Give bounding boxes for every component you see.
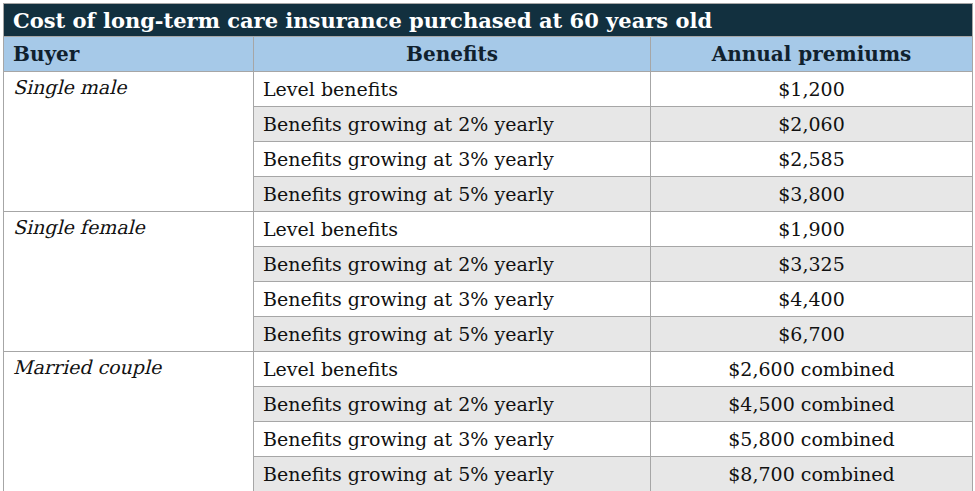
benefit-cell: Benefits growing at 3% yearly xyxy=(254,422,651,457)
benefit-cell: Benefits growing at 2% yearly xyxy=(254,107,651,142)
benefit-cell: Level benefits xyxy=(254,72,651,107)
premium-cell: $1,200 xyxy=(651,72,973,107)
table-title-row: Cost of long-term care insurance purchas… xyxy=(4,4,973,37)
cost-table: Cost of long-term care insurance purchas… xyxy=(3,3,973,491)
benefit-cell: Benefits growing at 3% yearly xyxy=(254,282,651,317)
premium-cell: $4,500 combined xyxy=(651,387,973,422)
premium-cell: $4,400 xyxy=(651,282,973,317)
table-row: Single male Level benefits $1,200 xyxy=(4,72,973,107)
premium-cell: $1,900 xyxy=(651,212,973,247)
column-header-annual-premiums: Annual premiums xyxy=(651,37,973,72)
benefit-cell: Level benefits xyxy=(254,352,651,387)
benefit-cell: Benefits growing at 5% yearly xyxy=(254,457,651,491)
column-header-row: Buyer Benefits Annual premiums xyxy=(4,37,973,72)
buyer-cell-single-male: Single male xyxy=(4,72,254,212)
table-row: Single female Level benefits $1,900 xyxy=(4,212,973,247)
premium-cell: $2,060 xyxy=(651,107,973,142)
premium-cell: $6,700 xyxy=(651,317,973,352)
premium-cell: $5,800 combined xyxy=(651,422,973,457)
benefit-cell: Benefits growing at 5% yearly xyxy=(254,317,651,352)
premium-cell: $2,585 xyxy=(651,142,973,177)
premium-cell: $8,700 combined xyxy=(651,457,973,491)
column-header-benefits: Benefits xyxy=(254,37,651,72)
benefit-cell: Benefits growing at 5% yearly xyxy=(254,177,651,212)
cost-table-container: Cost of long-term care insurance purchas… xyxy=(3,3,972,491)
table-title: Cost of long-term care insurance purchas… xyxy=(4,4,973,37)
premium-cell: $3,325 xyxy=(651,247,973,282)
column-header-buyer: Buyer xyxy=(4,37,254,72)
benefit-cell: Benefits growing at 2% yearly xyxy=(254,247,651,282)
table-row: Married couple Level benefits $2,600 com… xyxy=(4,352,973,387)
benefit-cell: Benefits growing at 2% yearly xyxy=(254,387,651,422)
premium-cell: $2,600 combined xyxy=(651,352,973,387)
benefit-cell: Benefits growing at 3% yearly xyxy=(254,142,651,177)
buyer-cell-married-couple: Married couple xyxy=(4,352,254,491)
buyer-cell-single-female: Single female xyxy=(4,212,254,352)
benefit-cell: Level benefits xyxy=(254,212,651,247)
premium-cell: $3,800 xyxy=(651,177,973,212)
